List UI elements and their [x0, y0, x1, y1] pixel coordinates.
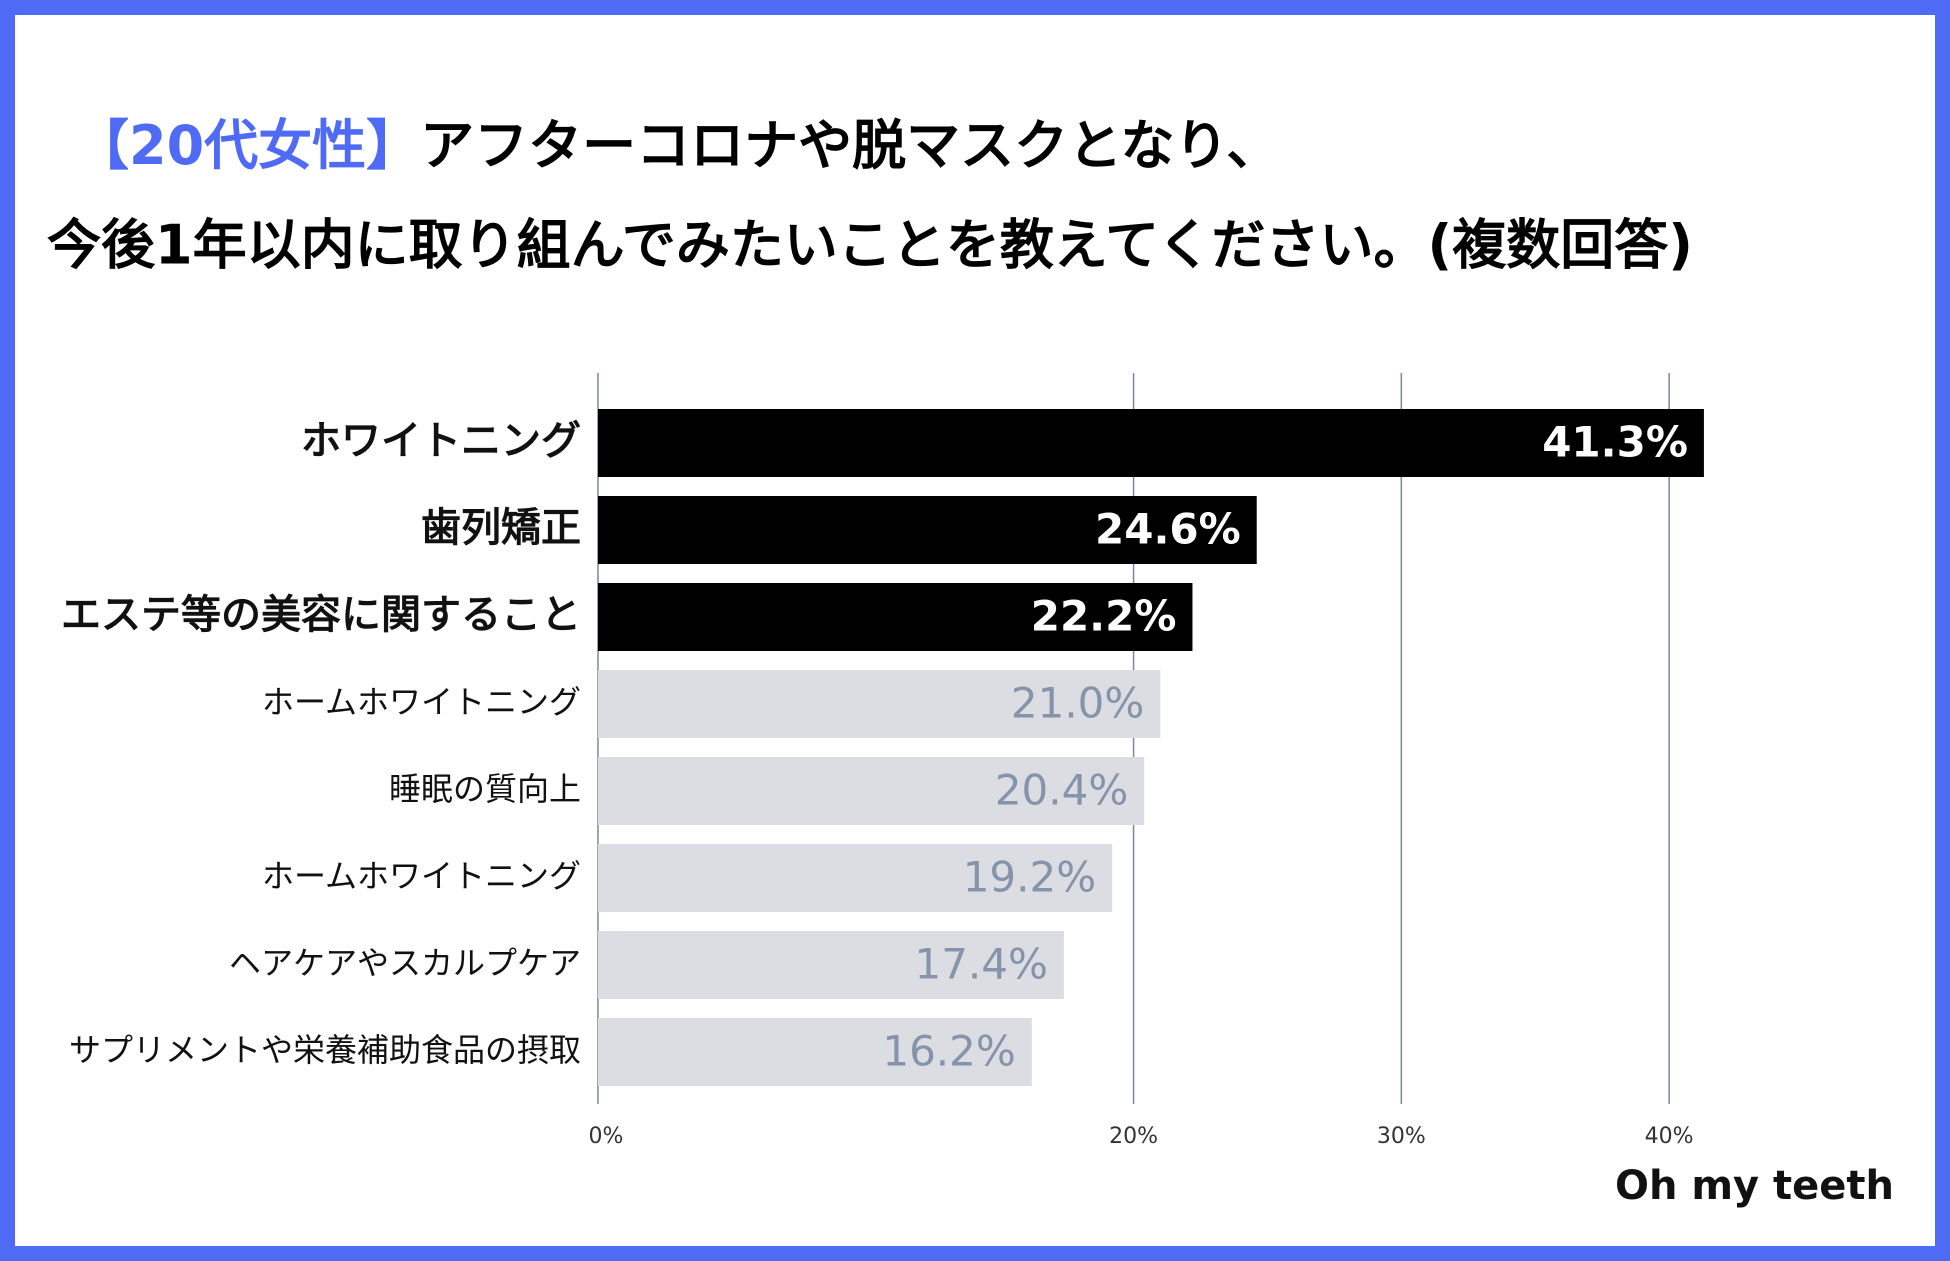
bar	[598, 931, 1064, 999]
x-tick-label: 30%	[1377, 1124, 1426, 1149]
value-label: 22.2%	[1031, 592, 1177, 641]
bar	[598, 844, 1113, 912]
value-label: 16.2%	[882, 1027, 1015, 1076]
brand: Oh my teeth	[1615, 1163, 1894, 1209]
title-line: アフターコロナや脱マスクとなり、	[420, 114, 1280, 177]
y-tick-label: 睡眠の質向上	[389, 770, 581, 808]
x-tick-label: 0%	[589, 1124, 624, 1149]
bar	[598, 583, 1193, 651]
bar	[598, 496, 1257, 564]
chart-title: 今後1年以内に取り組んでみたいことを教えてください。(複数回答)	[47, 214, 1693, 277]
value-label: 17.4%	[914, 940, 1047, 989]
value-label: 21.0%	[1011, 679, 1144, 728]
y-tick-label: ホームホワイトニング	[262, 683, 581, 721]
x-tick-label: 40%	[1645, 1124, 1694, 1149]
y-tick-label: サプリメントや栄養補助食品の摂取	[69, 1031, 581, 1069]
value-label: 24.6%	[1095, 505, 1241, 554]
x-tick-label: 20%	[1109, 1124, 1158, 1149]
bar	[598, 670, 1161, 738]
title-highlight: 【20代女性】	[75, 114, 420, 177]
y-tick-label: ホワイトニング	[301, 418, 581, 464]
value-label: 41.3%	[1542, 418, 1688, 467]
value-label: 19.2%	[963, 853, 1096, 902]
bar	[598, 1018, 1032, 1086]
chart-title: 【20代女性】アフターコロナや脱マスクとなり、	[75, 114, 1280, 177]
value-label: 20.4%	[995, 766, 1128, 815]
y-tick-label: ヘアケアやスカルプケア	[229, 944, 581, 982]
y-tick-label: 歯列矯正	[421, 505, 581, 551]
y-tick-label: エステ等の美容に関すること	[61, 592, 581, 638]
bar	[598, 409, 1704, 477]
bar	[598, 757, 1145, 825]
y-tick-label: ホームホワイトニング	[262, 857, 581, 895]
